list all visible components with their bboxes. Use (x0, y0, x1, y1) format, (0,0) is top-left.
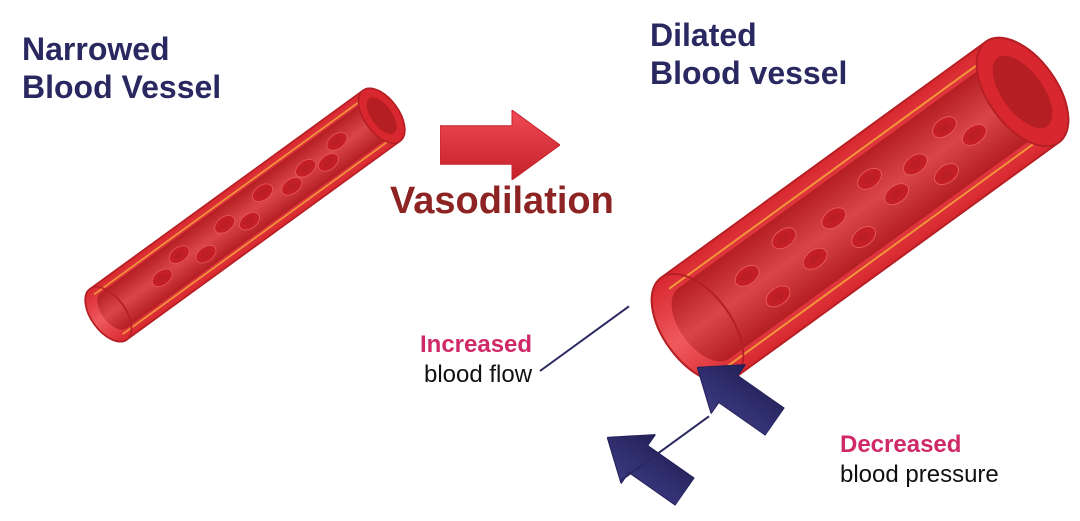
label-vasodilation-text: Vasodilation (390, 180, 614, 222)
flow-line-1 (539, 306, 629, 372)
label-decreased-em: Decreased (840, 431, 961, 458)
label-increased-flow: Increased blood flow (420, 330, 532, 390)
label-decreased-pressure: Decreased blood pressure (840, 430, 999, 490)
label-decreased-rest: blood pressure (840, 461, 999, 488)
arrow-flow-2 (590, 409, 705, 517)
label-vasodilation: Vasodilation (390, 180, 614, 223)
label-increased-em: Increased (420, 331, 532, 358)
arrow-vasodilation (440, 110, 560, 185)
label-increased-rest: blood flow (424, 361, 532, 388)
